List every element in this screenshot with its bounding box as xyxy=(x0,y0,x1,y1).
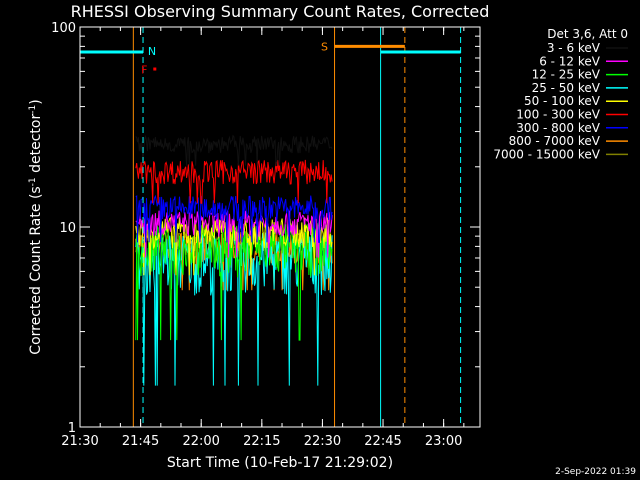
saa-label: S xyxy=(321,40,328,53)
series-line xyxy=(135,134,333,167)
chart-title: RHESSI Observing Summary Count Rates, Co… xyxy=(71,2,490,21)
series-line xyxy=(135,222,333,341)
axis-layer: 21:30 21:45 22:00 22:15 22:30 22:45 23:00 1 10 10… xyxy=(51,21,480,449)
x-tick-label: 23:00 xyxy=(425,434,462,449)
x-tick-label: 21:45 xyxy=(122,434,159,449)
flare-label: F xyxy=(141,64,147,77)
legend-header: Det 3,6, Att 0 xyxy=(547,27,628,41)
night-label: N xyxy=(148,45,156,58)
legend-entry-label: 6 - 12 keV xyxy=(539,54,601,68)
x-tick-label: 22:15 xyxy=(243,434,280,449)
x-axis-label: Start Time (10-Feb-17 21:29:02) xyxy=(167,455,393,471)
series-layer xyxy=(135,134,333,386)
legend-entry-label: 25 - 50 keV xyxy=(532,81,601,95)
legend-entry-label: 100 - 300 keV xyxy=(516,108,600,122)
marker-layer: N S F xyxy=(79,27,462,427)
series-line xyxy=(135,159,333,204)
y-axis-label: Corrected Count Rate (s-1 detector-1) xyxy=(28,99,44,354)
legend-entry-label: 7000 - 15000 keV xyxy=(493,147,600,161)
x-tick-label: 21:30 xyxy=(61,434,98,449)
series-line xyxy=(135,194,333,243)
legend-entry-label: 300 - 800 keV xyxy=(516,121,600,135)
legend-entry-label: 3 - 6 keV xyxy=(547,41,601,55)
y-tick-label: 1 xyxy=(68,421,76,436)
flare-marker xyxy=(153,67,157,71)
y-tick-label: 100 xyxy=(51,21,76,36)
legend-entry-label: 12 - 25 keV xyxy=(532,68,601,82)
y-tick-label: 10 xyxy=(59,221,76,236)
x-tick-label: 22:45 xyxy=(364,434,401,449)
x-tick-label: 22:30 xyxy=(304,434,341,449)
legend-entry-label: 50 - 100 keV xyxy=(524,94,601,108)
footer-date: 2-Sep-2022 01:39 xyxy=(555,467,636,477)
legend-entry-label: 800 - 7000 keV xyxy=(509,134,601,148)
x-tick-label: 22:00 xyxy=(182,434,219,449)
